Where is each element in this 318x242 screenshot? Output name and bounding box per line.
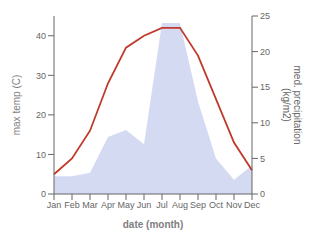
svg-text:Nov: Nov (226, 200, 243, 210)
svg-text:Jun: Jun (137, 200, 152, 210)
svg-text:5: 5 (260, 154, 265, 164)
svg-text:25: 25 (260, 11, 270, 21)
svg-text:May: May (117, 200, 135, 210)
svg-text:Aug: Aug (172, 200, 188, 210)
svg-text:Mar: Mar (82, 200, 98, 210)
svg-text:0: 0 (41, 189, 46, 199)
svg-text:10: 10 (260, 118, 270, 128)
svg-text:Sep: Sep (190, 200, 206, 210)
svg-text:Feb: Feb (64, 200, 80, 210)
svg-text:40: 40 (36, 31, 46, 41)
svg-text:Oct: Oct (209, 200, 224, 210)
svg-text:30: 30 (36, 71, 46, 81)
svg-text:Apr: Apr (101, 200, 115, 210)
svg-text:Jan: Jan (47, 200, 62, 210)
svg-text:Dec: Dec (244, 200, 261, 210)
svg-text:15: 15 (260, 82, 270, 92)
svg-text:max temp (C): max temp (C) (11, 75, 22, 136)
svg-text:date (month): date (month) (123, 219, 184, 230)
svg-text:10: 10 (36, 150, 46, 160)
svg-text:med. precipitation(kg/m2): med. precipitation(kg/m2) (281, 66, 303, 145)
svg-text:0: 0 (260, 189, 265, 199)
svg-text:20: 20 (36, 110, 46, 120)
svg-text:Jul: Jul (156, 200, 168, 210)
svg-text:20: 20 (260, 47, 270, 57)
